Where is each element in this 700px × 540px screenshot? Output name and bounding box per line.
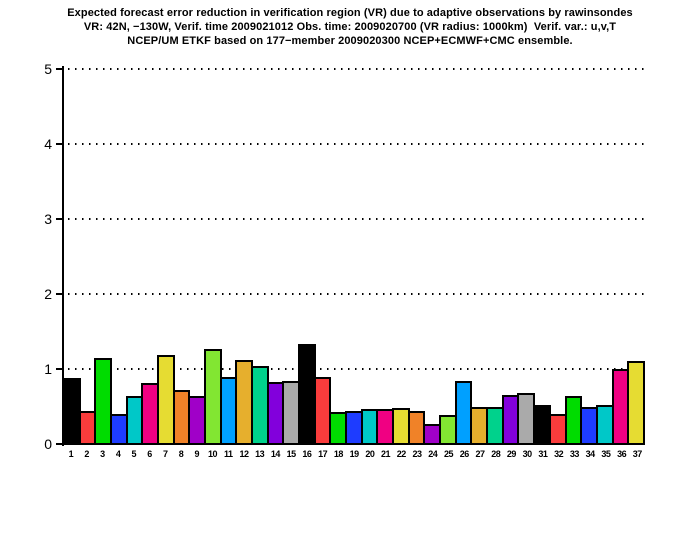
x-tick-label-26: 26	[459, 449, 470, 459]
x-tick-label-2: 2	[84, 449, 89, 459]
bar-17-red	[313, 377, 332, 445]
chart-title-line2: VR: 42N, −130W, Verif. time 2009021012 O…	[83, 21, 617, 33]
x-tick-label-11: 11	[223, 449, 233, 459]
x-tick-label-8: 8	[178, 449, 184, 459]
y-tick-1	[56, 368, 64, 370]
x-tick-label-28: 28	[491, 449, 501, 459]
x-tick-label-13: 13	[255, 449, 265, 459]
x-tick-label-12: 12	[239, 449, 249, 459]
x-tick-label-21: 21	[381, 449, 391, 459]
x-tick-label-22: 22	[396, 449, 407, 459]
x-tick-label-10: 10	[207, 449, 218, 459]
y-tick-0	[56, 443, 64, 445]
x-tick-label-33: 33	[569, 449, 580, 459]
y-tick-label-0: 0	[44, 436, 52, 452]
y-axis-line	[62, 66, 64, 446]
x-tick-label-9: 9	[194, 449, 199, 459]
x-tick-label-27: 27	[475, 449, 485, 459]
x-tick-label-7: 7	[163, 449, 168, 459]
y-tick-2	[56, 293, 64, 295]
x-tick-label-19: 19	[349, 449, 360, 459]
x-tick-label-1: 1	[68, 449, 74, 459]
x-tick-label-36: 36	[617, 449, 627, 459]
chart-title-block: Expected forecast error reduction in ver…	[0, 6, 700, 48]
x-tick-label-14: 14	[270, 449, 281, 459]
x-tick-label-18: 18	[333, 449, 344, 459]
x-tick-label-25: 25	[443, 449, 454, 459]
y-tick-4	[56, 143, 64, 145]
x-tick-label-29: 29	[506, 449, 517, 459]
x-tick-label-16: 16	[302, 449, 312, 459]
y-tick-label-4: 4	[44, 136, 52, 152]
x-tick-label-24: 24	[428, 449, 438, 459]
x-tick-label-15: 15	[286, 449, 297, 459]
x-axis-tick-labels: 1 2 3 4 5 6 7 8 9 10 11 12 13 14 15 16 17 18 19 20 21 22 23 24 2…	[63, 449, 645, 459]
y-tick-label-5: 5	[44, 61, 52, 77]
x-tick-label-23: 23	[412, 449, 423, 459]
x-tick-label-5: 5	[131, 449, 137, 459]
x-tick-label-35: 35	[601, 449, 611, 459]
gridline-3	[68, 218, 645, 220]
y-tick-label-3: 3	[44, 211, 52, 227]
gridline-2	[68, 293, 645, 295]
y-tick-label-1: 1	[44, 361, 52, 377]
x-tick-label-17: 17	[318, 449, 328, 459]
bar-3-green	[94, 358, 113, 445]
bars-container	[63, 68, 645, 445]
gridline-1	[68, 368, 645, 370]
gridline-4	[68, 143, 645, 145]
y-tick-3	[56, 218, 64, 220]
bar-37-yellow	[627, 361, 645, 445]
gridline-5	[68, 68, 645, 70]
y-tick-label-2: 2	[44, 286, 52, 302]
y-tick-5	[56, 68, 64, 70]
x-tick-label-31: 31	[538, 449, 548, 459]
x-tick-label-4: 4	[115, 449, 121, 459]
x-tick-label-3: 3	[100, 449, 105, 459]
x-tick-label-37: 37	[632, 449, 643, 459]
x-tick-label-32: 32	[554, 449, 564, 459]
x-tick-label-30: 30	[522, 449, 533, 459]
x-tick-label-6: 6	[147, 449, 152, 459]
x-tick-label-34: 34	[585, 449, 596, 459]
chart-title-line3: NCEP/UM ETKF based on 177−member 2009020…	[127, 35, 573, 47]
x-tick-label-20: 20	[365, 449, 375, 459]
chart-title-line1: Expected forecast error reduction in ver…	[67, 7, 633, 19]
